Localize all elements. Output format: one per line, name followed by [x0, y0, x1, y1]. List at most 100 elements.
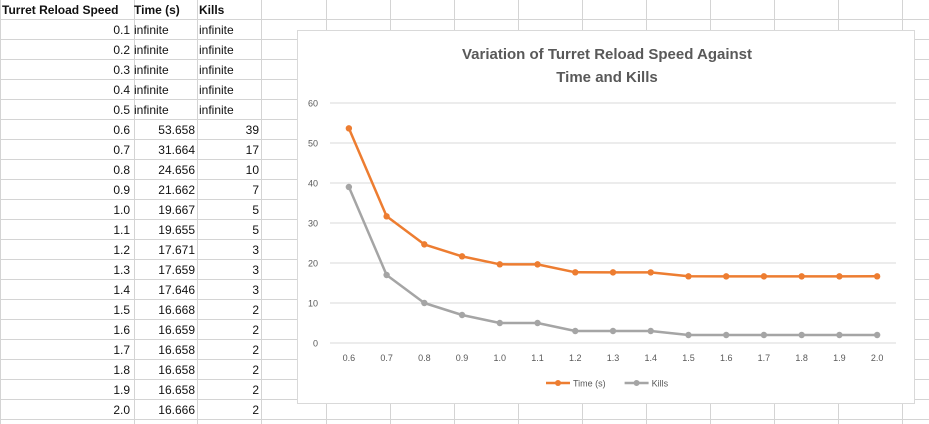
data-point[interactable] [798, 331, 805, 339]
data-cell[interactable]: 16.666 [158, 403, 195, 417]
data-cell[interactable]: 2 [252, 363, 259, 377]
data-cell[interactable]: 16.668 [158, 303, 195, 317]
data-cell[interactable]: 0.9 [113, 183, 130, 197]
data-cell[interactable]: 21.662 [158, 183, 195, 197]
series-line-0[interactable] [347, 127, 878, 278]
y-tick-label: 20 [308, 259, 318, 269]
data-point[interactable] [873, 273, 881, 280]
data-point[interactable] [572, 269, 579, 276]
data-cell[interactable]: 19.667 [158, 203, 195, 217]
data-cell[interactable]: infinite [199, 23, 234, 37]
data-point[interactable] [572, 327, 579, 335]
data-cell[interactable]: 1.4 [113, 283, 130, 297]
data-cell[interactable]: 16.659 [158, 323, 195, 337]
data-point[interactable] [760, 273, 768, 280]
data-cell[interactable]: 2 [252, 343, 259, 357]
data-cell[interactable]: 53.658 [158, 123, 195, 137]
data-cell[interactable]: 0.2 [113, 43, 130, 57]
data-point[interactable] [685, 331, 692, 339]
data-cell[interactable]: infinite [199, 43, 234, 57]
data-cell[interactable]: 0.5 [113, 103, 130, 117]
data-point[interactable] [421, 299, 428, 307]
x-tick-label: 1.3 [607, 353, 620, 363]
data-cell[interactable]: 1.8 [113, 363, 130, 377]
data-point[interactable] [496, 261, 503, 268]
data-cell[interactable]: infinite [134, 103, 169, 117]
data-point[interactable] [534, 261, 541, 268]
x-tick-label: 1.5 [682, 353, 695, 363]
data-cell[interactable]: 2 [252, 323, 259, 337]
data-cell[interactable]: 2 [252, 303, 259, 317]
data-cell[interactable]: 19.655 [158, 223, 195, 237]
data-cell[interactable]: 7 [252, 183, 259, 197]
data-cell[interactable]: 2 [252, 383, 259, 397]
data-cell[interactable]: infinite [199, 63, 234, 77]
data-cell[interactable]: 16.658 [158, 383, 195, 397]
data-cell[interactable]: infinite [134, 63, 169, 77]
data-point[interactable] [458, 253, 466, 260]
data-cell[interactable]: 31.664 [158, 143, 195, 157]
data-cell[interactable]: 1.7 [113, 343, 130, 357]
data-point[interactable] [383, 271, 390, 279]
data-cell[interactable]: 2 [252, 403, 259, 417]
data-cell[interactable]: 16.658 [158, 343, 195, 357]
data-cell[interactable]: 10 [245, 163, 259, 177]
data-cell[interactable]: 0.4 [113, 83, 130, 97]
data-cell[interactable]: 1.6 [113, 323, 130, 337]
data-cell[interactable]: 0.1 [113, 23, 130, 37]
series-line-1[interactable] [347, 186, 878, 337]
data-cell[interactable]: 3 [252, 263, 259, 277]
data-cell[interactable]: 17.659 [158, 263, 195, 277]
data-point[interactable] [873, 331, 881, 339]
data-point[interactable] [723, 331, 730, 339]
data-cell[interactable]: 1.1 [113, 223, 130, 237]
data-cell[interactable]: 17 [245, 143, 259, 157]
data-cell[interactable]: 0.3 [113, 63, 130, 77]
data-cell[interactable]: infinite [199, 83, 234, 97]
data-point[interactable] [345, 183, 353, 191]
data-cell[interactable]: 1.3 [113, 263, 130, 277]
data-cell[interactable]: 1.5 [113, 303, 130, 317]
data-point[interactable] [609, 327, 617, 335]
data-cell[interactable]: 5 [252, 203, 259, 217]
header-cell[interactable]: Kills [199, 3, 225, 17]
data-point[interactable] [534, 319, 541, 327]
data-cell[interactable]: 16.658 [158, 363, 195, 377]
data-cell[interactable]: 17.671 [158, 243, 195, 257]
data-cell[interactable]: 3 [252, 243, 259, 257]
data-point[interactable] [798, 273, 805, 280]
data-cell[interactable]: infinite [134, 23, 169, 37]
data-cell[interactable]: infinite [134, 43, 169, 57]
data-cell[interactable]: 2.0 [113, 403, 130, 417]
data-point[interactable] [647, 269, 654, 276]
data-cell[interactable]: 1.9 [113, 383, 130, 397]
data-point[interactable] [609, 269, 617, 276]
data-cell[interactable]: 24.656 [158, 163, 195, 177]
data-cell[interactable]: 0.8 [113, 163, 130, 177]
header-cell[interactable]: Time (s) [134, 3, 180, 17]
data-point[interactable] [496, 319, 503, 327]
data-point[interactable] [345, 125, 353, 132]
data-point[interactable] [836, 273, 843, 280]
header-cell[interactable]: Turret Reload Speed [2, 3, 119, 17]
data-cell[interactable]: infinite [199, 103, 234, 117]
data-point[interactable] [685, 273, 692, 280]
line-chart[interactable]: Variation of Turret Reload Speed Against… [297, 30, 915, 404]
data-cell[interactable]: 0.6 [113, 123, 130, 137]
data-point[interactable] [458, 311, 466, 319]
data-cell[interactable]: infinite [134, 83, 169, 97]
data-point[interactable] [723, 273, 730, 280]
data-cell[interactable]: 3 [252, 283, 259, 297]
x-tick-label: 0.9 [456, 353, 469, 363]
data-cell[interactable]: 0.7 [113, 143, 130, 157]
data-cell[interactable]: 39 [245, 123, 259, 137]
data-cell[interactable]: 1.2 [113, 243, 130, 257]
data-cell[interactable]: 17.646 [158, 283, 195, 297]
data-point[interactable] [836, 331, 843, 339]
data-point[interactable] [760, 331, 768, 339]
data-point[interactable] [421, 241, 428, 248]
data-point[interactable] [383, 213, 390, 220]
data-cell[interactable]: 5 [252, 223, 259, 237]
data-point[interactable] [647, 327, 654, 335]
data-cell[interactable]: 1.0 [113, 203, 130, 217]
